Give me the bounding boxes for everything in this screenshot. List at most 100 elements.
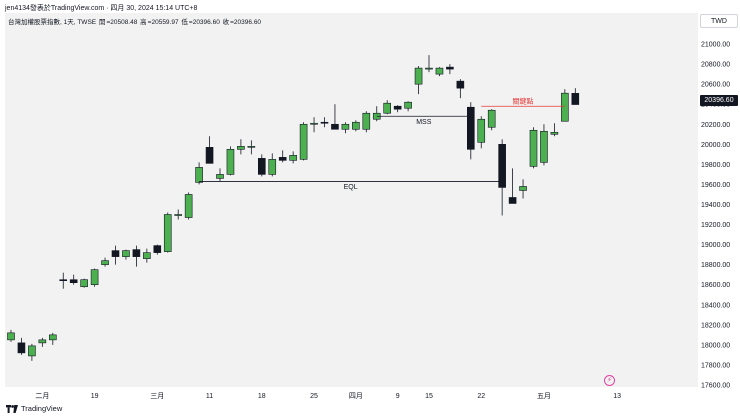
chart-legend: 台灣加權股票指數, 1天, TWSE 開=20508.48 高=20559.97… bbox=[8, 16, 262, 26]
candle-up bbox=[90, 269, 99, 286]
currency-badge[interactable]: TWD bbox=[700, 14, 738, 28]
y-tick-label: 17800.00 bbox=[701, 362, 730, 369]
annotation-label: EQL bbox=[344, 184, 358, 191]
x-tick-label: 二月 bbox=[35, 392, 49, 400]
price-axis[interactable] bbox=[698, 13, 740, 387]
candle-down bbox=[466, 106, 475, 150]
candle-up bbox=[28, 345, 36, 357]
y-tick-label: 19800.00 bbox=[701, 162, 730, 169]
candle-up bbox=[38, 339, 47, 344]
x-tick-label: 19 bbox=[91, 393, 99, 400]
x-tick-label: 9 bbox=[396, 393, 400, 400]
y-tick-label: 20200.00 bbox=[701, 122, 730, 129]
candle-up bbox=[48, 334, 57, 341]
y-tick-label: 19400.00 bbox=[701, 202, 730, 209]
candle-up bbox=[268, 159, 277, 175]
candle-up bbox=[143, 252, 151, 259]
candle-up bbox=[289, 155, 297, 161]
tradingview-logo-icon bbox=[6, 404, 18, 413]
candle-up bbox=[310, 122, 318, 125]
candle-down bbox=[69, 279, 78, 284]
high-value: =20559.97 bbox=[147, 19, 179, 26]
y-tick-label: 18000.00 bbox=[701, 342, 730, 349]
candle-up bbox=[216, 174, 224, 179]
candle-down bbox=[153, 245, 162, 253]
candle-up bbox=[163, 214, 172, 252]
y-tick-label: 19600.00 bbox=[701, 182, 730, 189]
candle-up bbox=[550, 131, 559, 135]
last-price-label: 20396.60 bbox=[700, 95, 738, 106]
candle-down bbox=[59, 279, 68, 281]
low-value: =20396.60 bbox=[188, 19, 220, 26]
candle-up bbox=[435, 67, 444, 75]
candle-up bbox=[184, 194, 193, 218]
candle-up bbox=[414, 67, 423, 85]
x-tick-label: 15 bbox=[425, 393, 433, 400]
publish-caption: jen4134發表於TradingView.com · 四月 30, 2024 … bbox=[5, 5, 198, 12]
candle-down bbox=[17, 342, 26, 354]
candle-up bbox=[122, 250, 130, 257]
candle-down bbox=[571, 93, 580, 105]
x-tick-label: 五月 bbox=[537, 392, 551, 400]
y-tick-label: 19000.00 bbox=[701, 242, 730, 249]
annotation-label: 關鍵點 bbox=[513, 97, 534, 106]
lightning-icon[interactable]: ⚡ bbox=[604, 375, 615, 386]
candle-up bbox=[341, 123, 350, 130]
candle-down bbox=[498, 144, 506, 188]
candle-up bbox=[7, 332, 15, 341]
y-tick-label: 17600.00 bbox=[701, 382, 730, 389]
candle-up bbox=[226, 149, 235, 175]
open-value: =20508.48 bbox=[106, 19, 138, 26]
candle-up bbox=[383, 102, 392, 114]
y-tick-label: 20800.00 bbox=[701, 62, 730, 69]
symbol-name: 台灣加權股票指數, 1天, TWSE bbox=[8, 19, 97, 26]
close-value: =20396.60 bbox=[230, 19, 262, 26]
x-tick-label: 13 bbox=[613, 393, 621, 400]
candle-down bbox=[257, 158, 266, 175]
y-tick-label: 18200.00 bbox=[701, 322, 730, 329]
brand-name: TradingView bbox=[21, 404, 63, 413]
low-label: 低 bbox=[181, 19, 188, 26]
candle-up bbox=[237, 146, 245, 150]
candle-down bbox=[393, 105, 402, 110]
candle-up bbox=[174, 214, 182, 216]
candle-up bbox=[540, 130, 548, 163]
candle-up bbox=[519, 186, 527, 191]
candle-down bbox=[320, 121, 329, 124]
y-tick-label: 18400.00 bbox=[701, 302, 730, 309]
tradingview-brand[interactable]: TradingView bbox=[6, 404, 62, 413]
x-tick-label: 22 bbox=[477, 393, 485, 400]
candle-up bbox=[101, 260, 109, 265]
candle-up bbox=[487, 109, 496, 128]
close-label: 收 bbox=[222, 19, 230, 26]
x-tick-label: 三月 bbox=[150, 392, 164, 400]
open-label: 開 bbox=[98, 19, 106, 26]
y-tick-label: 19200.00 bbox=[701, 222, 730, 229]
candle-down bbox=[278, 157, 287, 161]
candle-up bbox=[529, 129, 538, 167]
x-tick-label: 四月 bbox=[349, 392, 363, 400]
x-tick-label: 18 bbox=[258, 393, 266, 400]
candle-up bbox=[477, 118, 486, 143]
candle-up bbox=[404, 101, 412, 109]
y-tick-label: 18800.00 bbox=[701, 262, 730, 269]
high-label: 高 bbox=[140, 19, 147, 26]
candle-up bbox=[561, 92, 569, 122]
candle-down bbox=[456, 80, 465, 89]
candle-down bbox=[446, 66, 454, 70]
candle-up bbox=[195, 167, 203, 183]
chart-plot-area[interactable] bbox=[5, 13, 698, 387]
candle-down bbox=[132, 249, 141, 257]
candle-up bbox=[80, 279, 88, 288]
annotation-label: MSS bbox=[416, 119, 432, 126]
candle-up bbox=[352, 121, 360, 130]
candle-down bbox=[331, 123, 339, 130]
candle-up bbox=[247, 146, 256, 148]
candle-up bbox=[299, 123, 308, 160]
y-tick-label: 20000.00 bbox=[701, 142, 730, 149]
y-tick-label: 21000.00 bbox=[701, 42, 730, 49]
candle-down bbox=[205, 147, 214, 164]
y-tick-label: 20600.00 bbox=[701, 82, 730, 89]
candle-up bbox=[425, 67, 433, 70]
